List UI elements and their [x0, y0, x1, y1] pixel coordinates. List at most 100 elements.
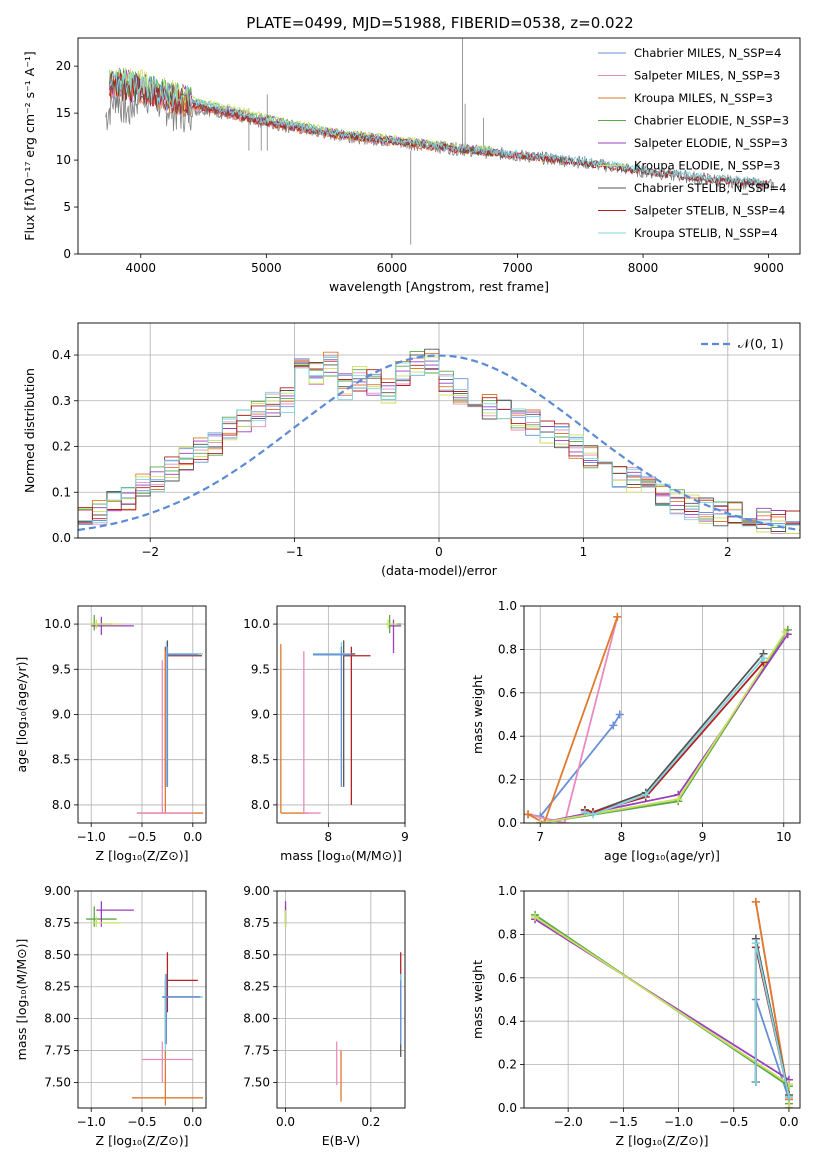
plot-area: [78, 348, 800, 534]
weight-point: [540, 819, 549, 823]
errorbar-marker: [89, 619, 122, 629]
x-tick-label: 0: [435, 545, 443, 559]
panel-weight_vs_age: 7 8 9 10 0.0 0.2 0.4 0.6 0.8 1.0 age [log₁₀(age/yr…: [470, 599, 801, 863]
y-tick-label: 0.8: [498, 642, 517, 656]
x-tick-label: 0.0: [183, 1115, 202, 1129]
errorbar-marker: [91, 616, 134, 635]
errorbar-marker: [142, 1041, 193, 1083]
y-tick-label: 0.4: [498, 1014, 517, 1028]
y-tick-label: 1.0: [498, 599, 517, 613]
panel-mass_vs_EBV: 0.0 0.2 7.50 7.75 8.00 8.25 8.50 8.75 9.00 E(B-V): [243, 884, 406, 1148]
y-tick-label: 8.75: [44, 916, 71, 930]
y-axis-label: Normed distribution: [22, 368, 37, 493]
y-tick-label: 10.0: [44, 617, 71, 631]
errorbar-marker: [91, 916, 122, 927]
x-axis-label: E(B-V): [322, 1133, 361, 1148]
axes-frame: [523, 605, 801, 824]
y-tick-label: 0.4: [498, 729, 517, 743]
y-tick-label: 0.6: [498, 686, 517, 700]
x-axis-label: Z [log₁₀(Z/Z⊙)]: [96, 848, 189, 863]
x-tick-label: 7000: [502, 261, 533, 275]
panel-spectrum: 4000 5000 6000 7000 8000 9000 0 5 10 15 20 waveleng…: [22, 37, 801, 294]
weight-point: [751, 1077, 760, 1086]
axes-frame: [77, 37, 801, 255]
axes-frame: [77, 890, 207, 1109]
x-tick-label: 0.0: [183, 830, 202, 844]
x-tick-label: 1: [580, 545, 588, 559]
axes-frame: [77, 322, 801, 539]
plot-area: [524, 612, 792, 823]
panel-residuals: −2 −1 0 1 2 0.0 0.1 0.2 0.3 0.4 (data-model)/error…: [22, 322, 801, 578]
legend-label: Salpeter MILES, N_SSP=3: [634, 69, 780, 83]
y-tick-label: 8.0: [52, 798, 71, 812]
weight-point: [613, 612, 622, 621]
x-tick-label: 9: [699, 830, 707, 844]
histogram-step: [78, 357, 800, 527]
legend-label: Chabrier ELODIE, N_SSP=3: [634, 114, 789, 128]
y-tick-label: 0.2: [498, 1058, 517, 1072]
weight-point: [784, 1093, 793, 1102]
weight-point: [615, 710, 624, 719]
legend-label: Kroupa MILES, N_SSP=3: [634, 91, 773, 105]
x-tick-label: −2: [141, 545, 159, 559]
weight-point: [531, 913, 540, 922]
x-tick-label: −1.0: [77, 830, 106, 844]
plot-area: [531, 897, 793, 1108]
errorbar-marker: [343, 646, 371, 805]
weight-line: [584, 657, 765, 816]
plot-area: [89, 615, 203, 814]
weight-point: [641, 790, 650, 799]
y-tick-label: 8.75: [243, 916, 270, 930]
y-tick-label: 8.50: [44, 948, 71, 962]
x-tick-label: 9: [401, 830, 409, 844]
y-tick-label: 9.5: [52, 662, 71, 676]
plot-area: [284, 901, 402, 1102]
weight-line: [527, 616, 619, 823]
y-tick-label: 0.3: [52, 394, 71, 408]
x-tick-label: 8: [325, 830, 333, 844]
model-spectrum-line: [109, 69, 769, 187]
axes-frame: [77, 605, 207, 824]
y-tick-label: 8.5: [251, 753, 270, 767]
errorbar-marker: [162, 973, 200, 1045]
errorbar-marker: [389, 619, 402, 654]
errorbar-marker: [385, 619, 398, 629]
x-tick-label: 7: [536, 830, 544, 844]
y-tick-label: 0.0: [52, 531, 71, 545]
y-tick-label: 8.5: [52, 753, 71, 767]
y-tick-label: 7.75: [44, 1044, 71, 1058]
weight-point: [751, 897, 760, 906]
x-tick-label: 5000: [251, 261, 282, 275]
x-tick-label: 4000: [126, 261, 157, 275]
panel-age_vs_Z: −1.0 −0.5 0.0 8.0 8.5 9.0 9.5 10.0 Z [log₁₀(Z/Z⊙…: [14, 605, 207, 863]
axes-frame: [276, 605, 406, 824]
legend-label: Kroupa STELIB, N_SSP=4: [634, 226, 778, 240]
weight-point: [589, 810, 597, 819]
x-tick-label: 0.2: [361, 1115, 380, 1129]
errorbar-marker: [303, 651, 321, 814]
gaussian-curve: [78, 354, 800, 532]
y-tick-label: 0.4: [52, 348, 71, 362]
x-tick-label: 0.0: [779, 1115, 798, 1129]
plot-area: [105, 38, 775, 245]
weight-point: [781, 628, 790, 637]
legend-label: 𝒩(0, 1): [738, 336, 784, 351]
x-axis-label: Z [log₁₀(Z/Z⊙)]: [96, 1133, 189, 1148]
y-tick-label: 20: [56, 59, 71, 73]
y-tick-label: 0.2: [52, 440, 71, 454]
figure-title: PLATE=0499, MJD=51988, FIBERID=0538, z=0…: [246, 14, 633, 32]
panel-mass_vs_Z: −1.0 −0.5 0.0 7.50 7.75 8.00 8.25 8.50 8.75 9.00 Z…: [14, 884, 207, 1148]
y-tick-label: 10: [56, 153, 71, 167]
panels: 4000 5000 6000 7000 8000 900005101520waveleng…: [14, 37, 801, 1148]
x-tick-label: −1: [286, 545, 304, 559]
errorbar-marker: [166, 646, 198, 787]
x-axis-label: mass [log₁₀(M/M⊙)]: [280, 848, 402, 863]
panel-age_vs_mass: 8 9 8.0 8.5 9.0 9.5 10.0 mass [log₁₀(M/M⊙)]: [243, 605, 409, 863]
x-tick-label: −0.5: [127, 830, 156, 844]
y-tick-label: 9.0: [251, 708, 270, 722]
y-tick-label: 8.25: [44, 980, 71, 994]
x-tick-label: 9000: [753, 261, 784, 275]
y-tick-label: 1.0: [498, 884, 517, 898]
x-tick-label: −2.0: [554, 1115, 583, 1129]
